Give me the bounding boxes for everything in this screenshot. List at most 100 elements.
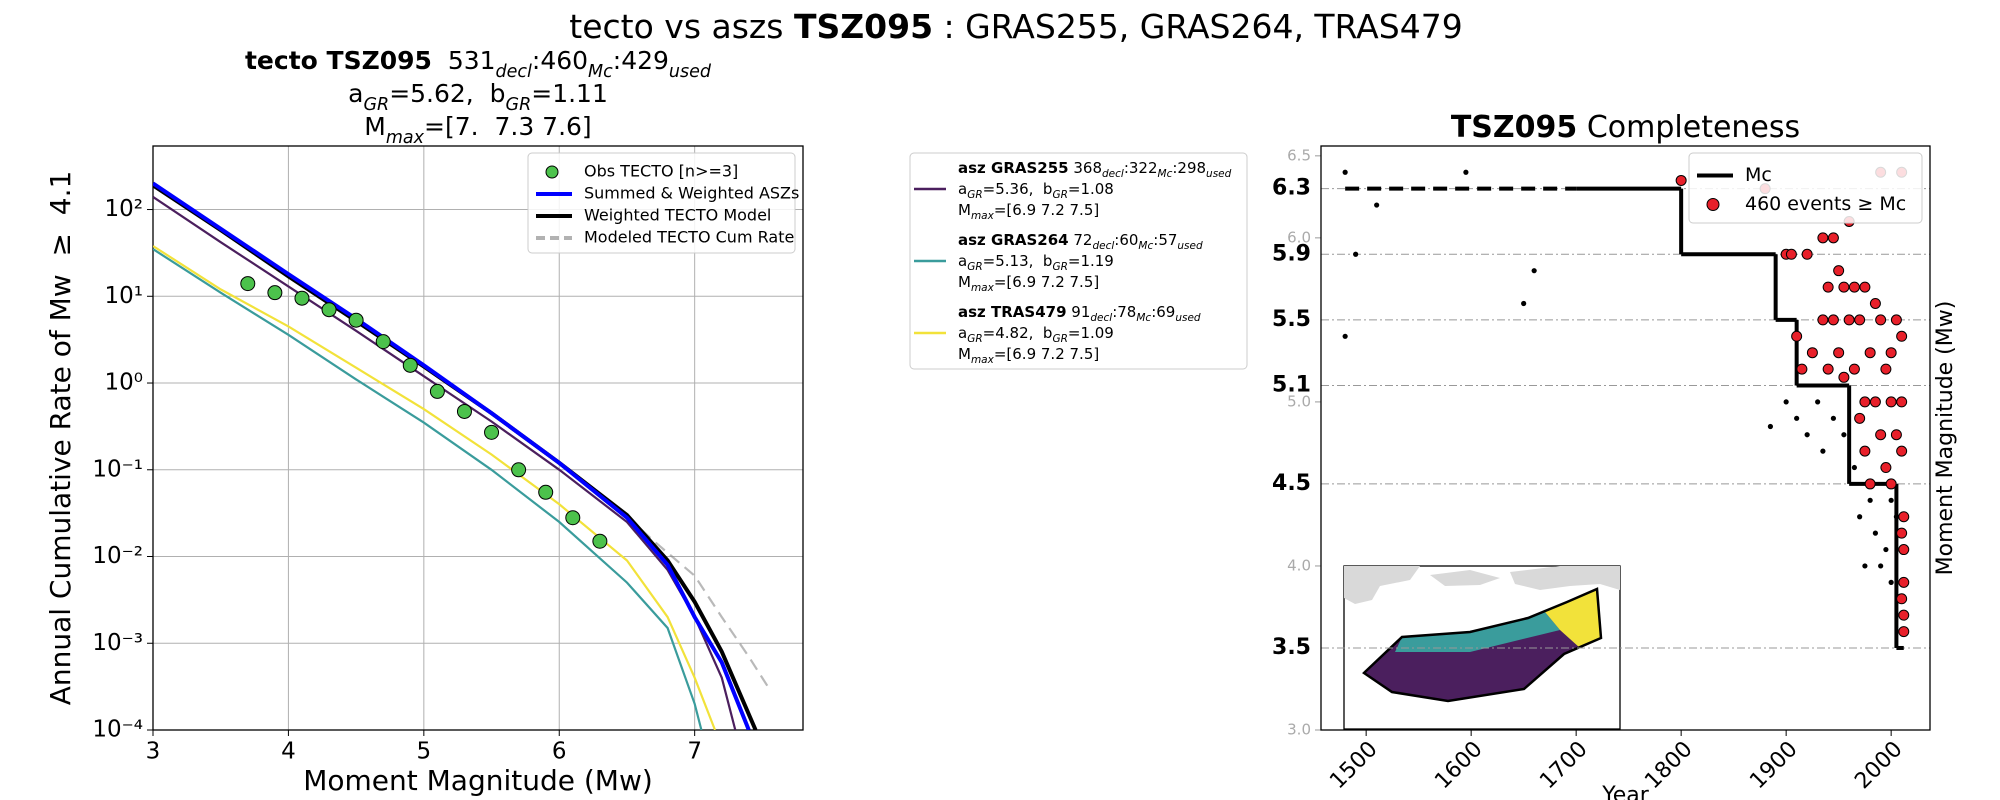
text-part: 72 <box>1069 231 1093 249</box>
text-part: used <box>1206 168 1232 180</box>
text-part: used <box>1175 312 1201 324</box>
region-gras264 <box>1395 612 1560 652</box>
legend-box <box>527 152 796 254</box>
text-part: M <box>958 201 971 219</box>
x-tick-label: 1600 <box>1430 737 1487 794</box>
legend-detail: Mmax=[6.9 7.2 7.5] <box>958 345 1099 367</box>
y-tick-label: 10² <box>105 196 144 222</box>
point <box>1342 333 1348 339</box>
y-tick-label: 10¹ <box>105 283 144 309</box>
point <box>1785 248 1797 260</box>
point <box>1796 363 1808 375</box>
text-part: =5.13, b <box>983 252 1053 270</box>
point <box>267 285 283 301</box>
series-line <box>153 245 717 730</box>
point <box>321 302 337 318</box>
text-part: max <box>971 282 995 294</box>
point <box>1521 300 1527 307</box>
point <box>1833 265 1845 277</box>
point <box>1875 314 1887 326</box>
text-part: =1.08 <box>1068 180 1114 198</box>
chart-title: TSZ095 Completeness <box>1451 110 1800 145</box>
point <box>1898 511 1910 523</box>
point <box>1898 609 1910 621</box>
text-part: max <box>386 128 425 148</box>
mc-level-label: 4.5 <box>1272 471 1311 496</box>
legend-detail: Mmax=[6.9 7.2 7.5] <box>958 201 1099 223</box>
point <box>511 462 527 478</box>
chart-title: aGR=5.62, bGR=1.11 <box>348 79 608 115</box>
y-axis-label: Annual Cumulative Rate of Mw ≥ 4.1 <box>44 171 77 706</box>
series-line <box>153 248 703 730</box>
point <box>240 276 256 292</box>
text-part: 91 <box>1067 303 1091 321</box>
text-part: M <box>958 273 971 291</box>
point <box>1822 281 1834 293</box>
point <box>1869 297 1881 309</box>
series-line <box>153 195 737 730</box>
point <box>1896 396 1908 408</box>
point <box>538 484 554 500</box>
mc-level-label: 3.5 <box>1272 635 1311 660</box>
point <box>565 510 581 526</box>
point <box>1888 579 1894 585</box>
text-part: decl <box>496 62 532 82</box>
panel-legend-box <box>909 152 1248 370</box>
region-outline <box>1362 587 1603 703</box>
y-tick-label: 4.0 <box>1287 556 1311 574</box>
text-part: Completeness <box>1577 110 1800 145</box>
text-part: GR <box>506 95 532 115</box>
point <box>1883 546 1889 553</box>
point <box>1859 281 1871 293</box>
point <box>1342 169 1348 175</box>
text-part: :298 <box>1172 159 1206 177</box>
point <box>1822 363 1834 375</box>
text-part: GR <box>1052 189 1067 201</box>
mc-level-label: 6.3 <box>1272 176 1311 201</box>
point <box>1827 314 1839 326</box>
legend-label: Mc <box>1745 164 1772 186</box>
mc-level-label: 5.9 <box>1272 241 1311 266</box>
point <box>484 424 500 440</box>
text-part: :69 <box>1151 303 1175 321</box>
legend-label: Obs TECTO [n>=3] <box>584 162 738 181</box>
legend-marker <box>545 165 559 179</box>
point <box>1896 527 1908 539</box>
point <box>348 312 364 328</box>
point <box>1898 626 1910 638</box>
text-part: used <box>669 62 712 82</box>
series-line <box>153 181 751 730</box>
x-tick-label: 5 <box>417 739 432 765</box>
text-part: used <box>1177 240 1203 252</box>
point <box>1353 251 1359 257</box>
point <box>1862 563 1868 569</box>
text-part: GR <box>363 95 389 115</box>
x-axis-label: Moment Magnitude (Mw) <box>303 764 653 797</box>
text-part: M <box>364 112 386 141</box>
point <box>1783 399 1789 405</box>
x-tick-label: 3 <box>146 739 161 765</box>
x-tick-label: 2000 <box>1850 737 1907 794</box>
point <box>1872 530 1878 536</box>
point <box>1675 174 1687 186</box>
legend-label: Weighted TECTO Model <box>584 206 771 225</box>
text-part: =[6.9 7.2 7.5] <box>994 345 1099 363</box>
text-part: GR <box>967 189 982 201</box>
y-tick-label: 3.0 <box>1287 721 1311 739</box>
text-part: a <box>958 252 967 270</box>
text-part: asz GRAS255 <box>958 159 1069 177</box>
text-part: =[6.9 7.2 7.5] <box>994 273 1099 291</box>
text-part: =4.82, b <box>983 324 1053 342</box>
text-part: a <box>348 79 363 108</box>
legend-box <box>1688 152 1923 224</box>
text-part: :460 <box>532 46 588 75</box>
point <box>1827 232 1839 244</box>
point <box>1859 396 1871 408</box>
point <box>429 383 445 399</box>
y-tick-label: 6.0 <box>1287 228 1311 246</box>
mc-level-label: 5.1 <box>1272 373 1311 398</box>
text-part: decl <box>1102 168 1124 180</box>
point <box>1898 576 1910 588</box>
x-axis-label: Year <box>1601 783 1650 800</box>
text-part: Mc <box>1138 240 1153 252</box>
